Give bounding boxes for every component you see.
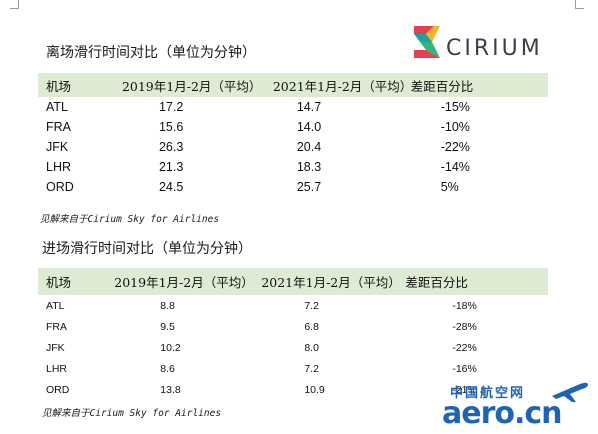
table-row: ATL 8.8 7.2 -18% <box>38 295 548 316</box>
airplane-icon <box>552 382 588 402</box>
table-header-row: 机场 2019年1月-2月（平均） 2021年1月-2月（平均） 差距百分比 <box>38 73 548 97</box>
header-2021: 2021年1月-2月（平均） <box>272 73 412 97</box>
table-row: FRA 9.5 6.8 -28% <box>38 316 548 337</box>
table-row: FRA 15.6 14.0 -10% <box>38 117 548 137</box>
cell-2021: 14.0 <box>296 120 322 134</box>
cell-diff: -22% <box>452 341 477 354</box>
cell-diff: -16% <box>452 362 477 375</box>
cell-2019: 10.2 <box>160 341 181 354</box>
cirium-logo-text: CIRIUM <box>446 36 543 61</box>
cell-2021: 10.9 <box>304 383 325 396</box>
cell-2021: 7.2 <box>304 299 319 312</box>
cell-2019: 8.8 <box>160 299 175 312</box>
cell-airport: FRA <box>46 120 71 134</box>
cell-airport: ATL <box>46 100 68 114</box>
aero-cn-watermark: 中国航空网 aero.cn <box>440 378 590 432</box>
header-2019: 2019年1月-2月（平均） <box>121 73 273 97</box>
cell-airport: ORD <box>46 180 74 194</box>
watermark-chinese-text: 中国航空网 <box>450 386 526 401</box>
table-row: ORD 13.8 10.9 -21% <box>38 379 548 400</box>
cell-airport: LHR <box>46 160 72 174</box>
cell-2021: 18.3 <box>296 160 322 174</box>
cell-2021: 25.7 <box>296 180 322 194</box>
cirium-logo-icon <box>414 26 440 58</box>
cell-diff: 5% <box>440 180 459 194</box>
table-row: ORD 24.5 25.7 5% <box>38 177 548 197</box>
table-row: JFK 10.2 8.0 -22% <box>38 337 548 358</box>
cell-2021: 14.7 <box>296 100 322 114</box>
cell-2019: 9.5 <box>160 320 175 333</box>
page-corner-mark-left <box>10 0 19 9</box>
cirium-logo: CIRIUM <box>410 22 560 62</box>
cell-diff: -15% <box>440 100 470 114</box>
departure-taxi-table: 机场 2019年1月-2月（平均） 2021年1月-2月（平均） 差距百分比 A… <box>38 73 548 197</box>
cell-airport: JFK <box>46 341 65 354</box>
table-header-row: 机场 2019年1月-2月（平均） 2021年1月-2月（平均） 差距百分比 <box>38 268 548 295</box>
cell-2019: 8.6 <box>160 362 175 375</box>
cell-diff: -21% <box>452 383 477 396</box>
cell-2021: 7.2 <box>304 362 319 375</box>
cell-airport: JFK <box>46 140 69 154</box>
table-row: ATL 17.2 14.7 -15% <box>38 97 548 117</box>
page-corner-mark-right <box>575 0 584 9</box>
cell-diff: -14% <box>440 160 470 174</box>
table-row: LHR 8.6 7.2 -16% <box>38 358 548 379</box>
cell-diff: -22% <box>440 140 470 154</box>
cell-2019: 13.8 <box>160 383 181 396</box>
cell-airport: ATL <box>46 299 65 312</box>
watermark-english-text: aero.cn <box>442 396 563 431</box>
arrival-table-title: 进场滑行时间对比（单位为分钟） <box>42 241 252 257</box>
departure-table-title: 离场滑行时间对比（单位为分钟） <box>46 45 256 61</box>
cell-airport: LHR <box>46 362 68 375</box>
header-2019: 2019年1月-2月（平均） <box>114 268 262 295</box>
arrival-taxi-table: 机场 2019年1月-2月（平均） 2021年1月-2月（平均） 差距百分比 A… <box>38 268 548 400</box>
header-diff: 差距百分比 <box>410 73 548 97</box>
table-row: JFK 26.3 20.4 -22% <box>38 137 548 157</box>
table-row: LHR 21.3 18.3 -14% <box>38 157 548 177</box>
cell-2021: 6.8 <box>304 320 319 333</box>
header-2021: 2021年1月-2月（平均） <box>261 268 406 295</box>
cell-2019: 26.3 <box>158 140 184 154</box>
arrival-source-note: 见解来自于Cirium Sky for Airlines <box>42 408 222 419</box>
cell-diff: -10% <box>440 120 470 134</box>
cell-2021: 20.4 <box>296 140 322 154</box>
cell-diff: -28% <box>452 320 477 333</box>
cell-diff: -18% <box>452 299 477 312</box>
cell-2019: 17.2 <box>158 100 184 114</box>
header-diff: 差距百分比 <box>405 268 548 295</box>
cell-2019: 24.5 <box>158 180 184 194</box>
cell-2019: 15.6 <box>158 120 184 134</box>
header-airport: 机场 <box>38 268 115 295</box>
cell-airport: FRA <box>46 320 67 333</box>
cell-2019: 21.3 <box>158 160 184 174</box>
header-airport: 机场 <box>38 73 122 97</box>
departure-source-note: 见解来自于Cirium Sky for Airlines <box>40 214 220 225</box>
cell-airport: ORD <box>46 383 70 396</box>
cell-2021: 8.0 <box>304 341 319 354</box>
